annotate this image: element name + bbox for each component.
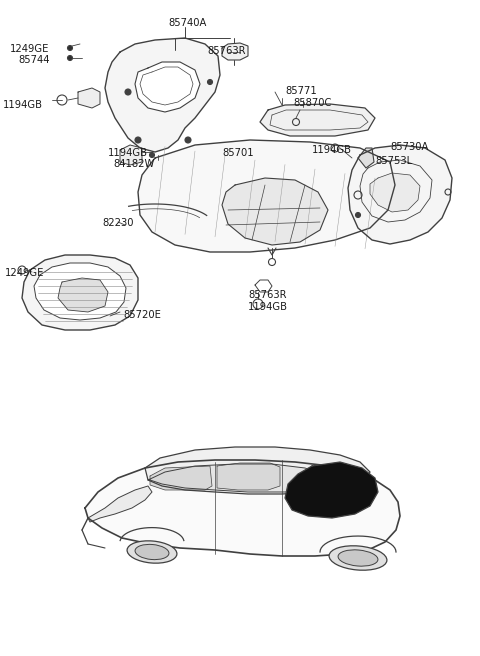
Text: 1194GB: 1194GB [108, 148, 148, 158]
Text: 85730A: 85730A [390, 142, 428, 152]
Polygon shape [85, 460, 400, 556]
Polygon shape [22, 255, 138, 330]
Text: 84182W: 84182W [113, 159, 155, 169]
Text: 85753L: 85753L [375, 156, 412, 166]
Text: 85740A: 85740A [168, 18, 206, 28]
Polygon shape [348, 145, 452, 244]
Polygon shape [138, 140, 395, 252]
Polygon shape [58, 278, 108, 312]
Text: 1194GB: 1194GB [3, 100, 43, 110]
Polygon shape [148, 464, 330, 492]
Circle shape [68, 56, 72, 60]
Text: 85870C: 85870C [293, 98, 331, 108]
Ellipse shape [338, 550, 378, 566]
Polygon shape [285, 462, 378, 518]
Text: 85771: 85771 [285, 86, 317, 96]
Ellipse shape [329, 546, 387, 570]
Text: 82230: 82230 [102, 218, 133, 228]
Text: 1249GE: 1249GE [10, 44, 49, 54]
Polygon shape [135, 62, 200, 112]
Polygon shape [358, 148, 374, 168]
Polygon shape [88, 486, 152, 522]
Text: 85701: 85701 [222, 148, 253, 158]
Polygon shape [78, 88, 100, 108]
Circle shape [68, 45, 72, 51]
Circle shape [135, 137, 141, 143]
Polygon shape [150, 466, 212, 490]
Text: 1194GB: 1194GB [312, 145, 352, 155]
Circle shape [185, 137, 191, 143]
Ellipse shape [135, 544, 169, 560]
Polygon shape [222, 178, 328, 245]
Text: 1249GE: 1249GE [5, 268, 44, 278]
Polygon shape [145, 447, 370, 494]
Text: 85720E: 85720E [123, 310, 161, 320]
Polygon shape [120, 145, 142, 165]
Polygon shape [34, 263, 126, 320]
Polygon shape [105, 38, 220, 152]
Polygon shape [370, 173, 420, 212]
Circle shape [207, 79, 213, 85]
Polygon shape [217, 463, 280, 490]
Polygon shape [222, 43, 248, 60]
Ellipse shape [127, 541, 177, 563]
Text: 85763R: 85763R [207, 46, 245, 56]
Polygon shape [260, 104, 375, 136]
Circle shape [149, 152, 155, 157]
Text: 85763R: 85763R [248, 290, 287, 300]
Circle shape [356, 213, 360, 218]
Text: 85744: 85744 [18, 55, 49, 65]
Text: 1194GB: 1194GB [248, 302, 288, 312]
Circle shape [125, 89, 131, 95]
